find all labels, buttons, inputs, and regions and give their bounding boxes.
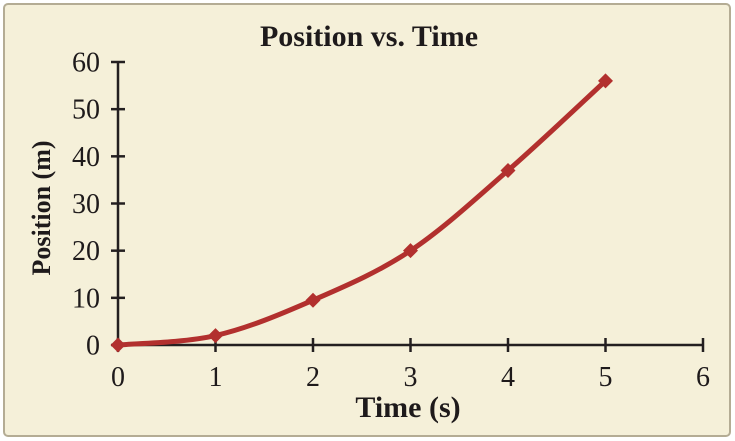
x-axis-label: Time (s) — [355, 391, 461, 424]
y-tick-label: 40 — [72, 142, 100, 173]
y-tick-label: 60 — [72, 48, 100, 79]
x-tick-label: 6 — [696, 362, 710, 393]
y-tick-label: 20 — [72, 236, 100, 267]
x-tick-label: 5 — [599, 362, 613, 393]
data-point-marker — [208, 328, 223, 344]
y-tick-label: 0 — [86, 331, 100, 362]
x-tick-label: 4 — [501, 362, 515, 393]
data-curve — [115, 78, 608, 348]
x-tick-label: 3 — [404, 362, 418, 393]
data-point-marker — [598, 73, 613, 89]
y-tick-label: 50 — [72, 95, 100, 126]
data-point-marker — [500, 162, 516, 178]
data-point-marker — [305, 292, 321, 308]
data-point-marker — [110, 337, 126, 353]
x-tick-label: 1 — [209, 362, 223, 393]
x-tick-label: 2 — [306, 362, 320, 393]
x-tick-label: 0 — [111, 362, 125, 393]
chart-panel — [3, 3, 731, 437]
chart-title: Position vs. Time — [259, 20, 479, 53]
data-point-marker — [403, 243, 418, 259]
y-tick-label: 10 — [72, 283, 100, 314]
y-tick-label: 30 — [72, 189, 100, 220]
